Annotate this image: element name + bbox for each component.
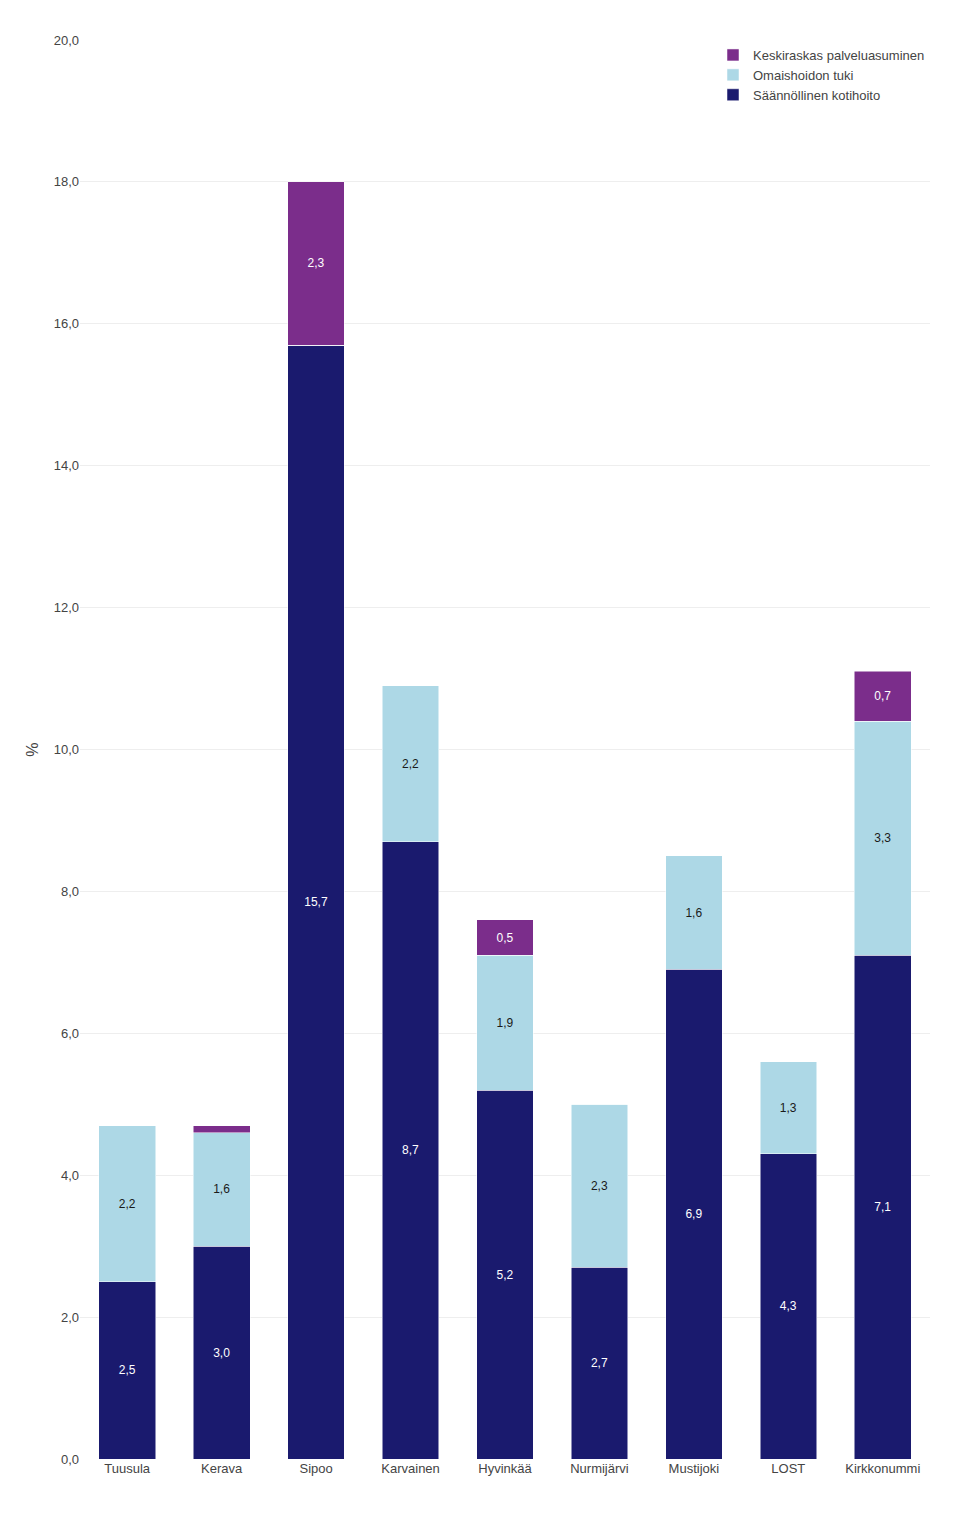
svg-text:Hyvinkää: Hyvinkää: [478, 1461, 532, 1476]
svg-text:8,7: 8,7: [402, 1143, 419, 1157]
svg-text:2,0: 2,0: [61, 1310, 79, 1325]
svg-text:Kerava: Kerava: [201, 1461, 243, 1476]
svg-text:%: %: [24, 742, 41, 756]
svg-text:0,5: 0,5: [496, 931, 513, 945]
svg-text:4,0: 4,0: [61, 1168, 79, 1183]
svg-text:LOST: LOST: [771, 1461, 805, 1476]
svg-text:15,7: 15,7: [304, 895, 328, 909]
svg-text:1,6: 1,6: [685, 906, 702, 920]
svg-text:14,0: 14,0: [54, 458, 79, 473]
svg-text:0,0: 0,0: [61, 1452, 79, 1467]
svg-text:1,6: 1,6: [213, 1182, 230, 1196]
svg-text:2,7: 2,7: [591, 1356, 608, 1370]
svg-text:6,9: 6,9: [685, 1207, 702, 1221]
svg-text:2,3: 2,3: [591, 1179, 608, 1193]
svg-text:3,3: 3,3: [874, 831, 891, 845]
svg-text:5,2: 5,2: [496, 1268, 513, 1282]
svg-text:2,3: 2,3: [308, 256, 325, 270]
svg-text:Omaishoidon tuki: Omaishoidon tuki: [753, 68, 854, 83]
svg-text:Säännöllinen kotihoito: Säännöllinen kotihoito: [753, 88, 880, 103]
svg-text:6,0: 6,0: [61, 1026, 79, 1041]
svg-text:Nurmijärvi: Nurmijärvi: [570, 1461, 629, 1476]
svg-text:1,3: 1,3: [780, 1101, 797, 1115]
svg-text:2,2: 2,2: [119, 1197, 136, 1211]
svg-text:16,0: 16,0: [54, 316, 79, 331]
svg-text:Keskiraskas palveluasuminen: Keskiraskas palveluasuminen: [753, 48, 924, 63]
svg-text:10,0: 10,0: [54, 742, 79, 757]
svg-text:Tuusula: Tuusula: [104, 1461, 151, 1476]
svg-text:Sipoo: Sipoo: [299, 1461, 332, 1476]
svg-text:20,0: 20,0: [54, 33, 79, 48]
svg-text:7,1: 7,1: [874, 1200, 891, 1214]
svg-text:8,0: 8,0: [61, 884, 79, 899]
svg-text:1,9: 1,9: [496, 1016, 513, 1030]
svg-text:4,3: 4,3: [780, 1299, 797, 1313]
svg-text:2,2: 2,2: [402, 757, 419, 771]
svg-text:Kirkkonummi: Kirkkonummi: [845, 1461, 920, 1476]
svg-text:18,0: 18,0: [54, 174, 79, 189]
svg-text:Karvainen: Karvainen: [381, 1461, 440, 1476]
svg-text:3,0: 3,0: [213, 1346, 230, 1360]
svg-text:Mustijoki: Mustijoki: [669, 1461, 720, 1476]
svg-text:2,5: 2,5: [119, 1363, 136, 1377]
svg-text:12,0: 12,0: [54, 600, 79, 615]
svg-text:0,7: 0,7: [874, 689, 891, 703]
